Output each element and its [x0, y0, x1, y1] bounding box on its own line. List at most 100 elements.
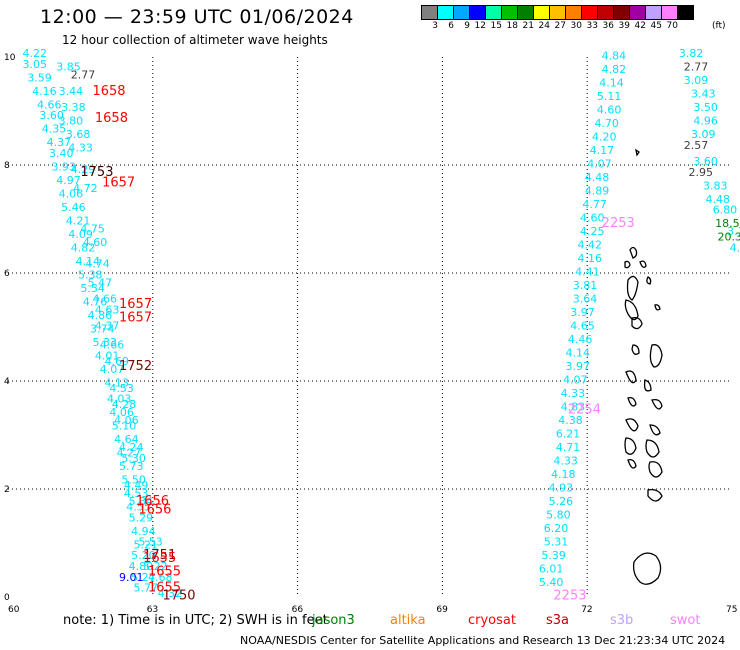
wave-height-value: 5.50 — [121, 474, 146, 487]
pass-time-label: 1657 — [119, 311, 152, 326]
wave-height-value: 4.80 — [129, 560, 154, 573]
pass-time-label: 1655 — [148, 564, 181, 579]
wave-height-value: 4.66 — [37, 98, 62, 111]
colorbar-label: 30 — [570, 21, 582, 31]
wave-height-value: 4.13 — [105, 376, 129, 389]
legend-satellite-altika: altika — [390, 613, 426, 628]
wave-height-value: 4.38 — [558, 414, 583, 427]
wave-height-value: 3.09 — [691, 128, 716, 141]
wave-height-value: 3.09 — [684, 74, 709, 87]
wave-height-value: 4.89 — [585, 185, 610, 198]
wave-height-value: 4.29 — [71, 163, 96, 176]
wave-height-value: 9.01 — [119, 571, 144, 584]
wave-height-value: 5.54 — [80, 282, 105, 295]
wave-height-value: 4.63 — [95, 304, 120, 317]
colorbar-label: 12 — [474, 21, 486, 31]
wave-height-value: 4.37 — [47, 136, 72, 149]
wave-height-value: 5.53 — [138, 536, 163, 549]
pass-time-label: 1753 — [80, 165, 113, 180]
wave-height-value: 4.06 — [59, 187, 84, 200]
colorbar-label: 70 — [666, 21, 678, 31]
wave-height-value: 4.28 — [112, 398, 137, 411]
wave-height-value: 3.43 — [691, 88, 716, 101]
wave-height-value: 3.60 — [39, 109, 64, 122]
colorbar-label: 6 — [448, 21, 454, 31]
wave-height-value: 3.64 — [573, 293, 598, 306]
wave-height-value: 3.05 — [22, 58, 47, 71]
page-title: 12:00 — 23:59 UTC 01/06/2024 — [40, 6, 354, 28]
wave-height-value: 3.74 — [90, 322, 115, 335]
wave-height-value: 4.22 — [22, 47, 47, 60]
wave-height-value: 3.83 — [703, 179, 728, 192]
wave-height-value: 4.77 — [582, 198, 607, 211]
legend-satellite-s3a: s3a — [546, 613, 570, 628]
wave-height-value: 5.27 — [131, 571, 156, 584]
y-tick-label: 8 — [4, 161, 10, 171]
colorbar-swatch — [677, 5, 694, 20]
wave-height-value: 4.41 — [575, 266, 600, 279]
colorbar-label: 45 — [650, 21, 662, 31]
pass-time-label: 1750 — [162, 589, 195, 604]
page-subtitle: 12 hour collection of altimeter wave hei… — [62, 33, 328, 47]
wave-height-value: 4.21 — [66, 214, 91, 227]
wave-height-value: 3.97 — [565, 360, 590, 373]
colorbar-unit: (ft) — [712, 21, 726, 31]
wave-height-value: 4.96 — [693, 115, 718, 128]
wave-height-value: 6.21 — [556, 428, 581, 441]
y-tick-label: 0 — [4, 593, 10, 603]
wave-height-value: 4.68 — [148, 571, 173, 584]
wave-height-value: 4.49 — [124, 479, 149, 492]
pass-time-label: 1752 — [119, 359, 152, 374]
pass-time-label: 2253 — [602, 216, 635, 231]
wave-height-value: 4.33 — [561, 387, 586, 400]
x-tick-label: 60 — [8, 605, 20, 615]
colorbar-label: 27 — [554, 21, 566, 31]
legend-satellite-cryosat: cryosat — [468, 613, 516, 628]
wave-height-value: 4.97 — [56, 174, 80, 187]
wave-height-value: 4.07 — [587, 158, 612, 171]
wave-height-value: 4.48 — [705, 193, 730, 206]
wave-height-value: 3.1 — [727, 225, 740, 238]
pass-time-label: 1655 — [148, 581, 181, 596]
wave-height-value: 4.24 — [119, 441, 144, 454]
wave-height-value: 4.14 — [565, 347, 590, 360]
wave-height-value: 2.95 — [689, 166, 714, 179]
wave-height-value: 4.18 — [551, 468, 576, 481]
colorbar-label: 9 — [464, 21, 470, 31]
wave-height-value: 5.11 — [597, 90, 622, 103]
wave-height-value: 6.80 — [713, 204, 738, 217]
wave-height-value: 3.40 — [49, 147, 74, 160]
wave-height-value: 4.14 — [599, 77, 624, 90]
pass-time-label: 2254 — [568, 402, 601, 417]
wave-height-value: 4.69 — [105, 355, 129, 368]
wave-height-value: 4.65 — [570, 320, 595, 333]
wave-height-value: 4.93 — [549, 482, 574, 495]
wave-height-value: 4.07 — [100, 363, 125, 376]
colorbar-label: 33 — [586, 21, 598, 31]
wave-height-value: 4.66 — [92, 293, 117, 306]
colorbar-labels: 3 6 9 12 15 18 21 24 27 30 33 36 39 42 45 70 — [422, 21, 678, 31]
wave-height-value: 4.60 — [597, 104, 622, 117]
pass-time-label: 1658 — [92, 84, 125, 99]
wave-height-value: 5.30 — [121, 452, 146, 465]
wave-height-value: 4.55 — [126, 501, 150, 514]
wave-height-value: 4.35 — [42, 123, 67, 136]
wave-height-value: 5.31 — [544, 536, 569, 549]
wave-height-value: 4.27 — [117, 447, 142, 460]
wave-height-value: 5.73 — [119, 460, 144, 473]
wave-height-value: 5.34 — [129, 495, 154, 508]
wave-height-value: 4.53 — [109, 382, 134, 395]
wave-height-value: 3.81 — [573, 279, 598, 292]
wave-height-value: 3.85 — [56, 61, 80, 74]
pass-time-label: 1656 — [138, 502, 171, 517]
wave-height-value: 4.16 — [32, 85, 57, 98]
wave-height-value: 4.60 — [580, 212, 605, 225]
wave-height-value: 5.47 — [88, 277, 113, 290]
wave-height-value: 4.16 — [578, 252, 603, 265]
wave-height-value: 4.1 — [730, 241, 740, 254]
wave-height-value: 4.53 — [124, 487, 149, 500]
wave-height-value: 4.64 — [114, 433, 139, 446]
wave-height-value: 5.21 — [133, 538, 158, 551]
wave-height-value: 4.33 — [68, 142, 93, 155]
x-tick-label: 69 — [436, 605, 448, 615]
